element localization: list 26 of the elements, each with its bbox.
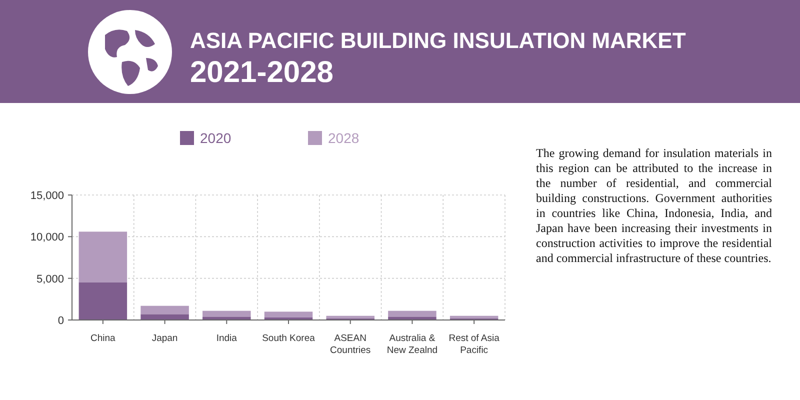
x-tick-label: ASEAN Countries xyxy=(330,333,371,356)
x-tick-label: India xyxy=(216,333,238,344)
legend-label: 2020 xyxy=(200,130,232,146)
x-tick-label: Australia & New Zealnd xyxy=(386,333,438,356)
x-tick-label: South Korea xyxy=(262,333,316,344)
bar xyxy=(140,306,189,314)
chart-title: ASIA PACIFIC BUILDING INSULATION MARKET 2021-2028 xyxy=(190,28,686,89)
bar xyxy=(78,232,128,282)
y-tick-label: 10,000 xyxy=(30,232,64,244)
bar xyxy=(264,312,313,318)
bar xyxy=(326,316,374,318)
y-tick-label: 0 xyxy=(58,315,64,327)
bar xyxy=(388,316,436,320)
bar xyxy=(140,314,189,320)
legend-label: 2028 xyxy=(328,130,360,146)
x-tick-label: Rest of Asia Pacific xyxy=(448,333,500,356)
bar xyxy=(202,316,251,320)
x-tick-label: China xyxy=(90,333,116,344)
bar xyxy=(202,310,251,317)
bar xyxy=(450,316,498,318)
bar xyxy=(388,310,436,317)
y-tick-label: 5,000 xyxy=(36,273,64,286)
y-tick-label: 15,000 xyxy=(30,190,64,202)
x-tick-label: Japan xyxy=(152,333,178,344)
bar xyxy=(78,282,128,320)
text: The growing demand for insulation materials in this region can be attributed to the increase in the number of residential, and commercial building constructions. Government authorities in countries like China, Indonesia, India, and Japan have been increasing their investments in construction activities to improve the residential and commercial infrastructure of these countries. xyxy=(536,146,772,266)
